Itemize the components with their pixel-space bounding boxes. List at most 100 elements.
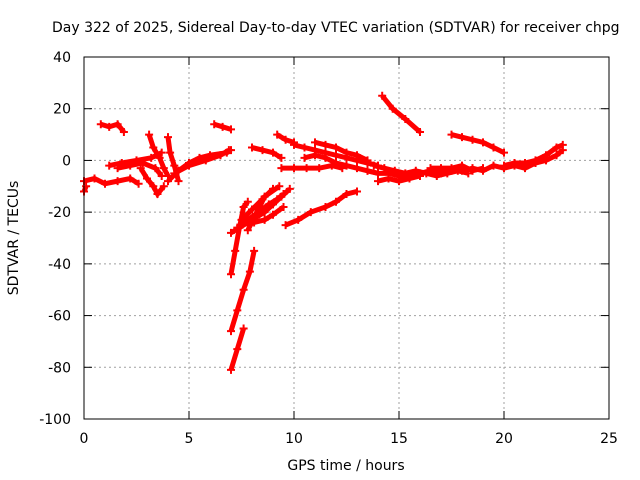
- data-point: [306, 208, 315, 217]
- series-arc-11: [210, 120, 235, 134]
- series-arc-06: [136, 164, 168, 199]
- data-point: [101, 179, 109, 188]
- series-trace: [253, 204, 285, 225]
- chart-title: Day 322 of 2025, Sidereal Day-to-day VTE…: [52, 20, 620, 36]
- data-point: [105, 161, 114, 170]
- series-arc-02: [80, 182, 91, 196]
- series-arc-34: [521, 146, 567, 170]
- data-point: [90, 174, 99, 183]
- data-point: [479, 164, 487, 173]
- data-point: [277, 153, 286, 162]
- series-arc-14: [227, 324, 248, 374]
- data-point: [281, 135, 290, 144]
- data-point: [300, 143, 309, 152]
- data-point: [126, 174, 135, 183]
- data-point: [227, 228, 235, 237]
- data-point: [552, 151, 561, 160]
- series-arc-19: [250, 202, 288, 227]
- data-point: [147, 153, 156, 162]
- data-point: [558, 146, 567, 155]
- plot-frame: [83, 56, 610, 420]
- data-point: [264, 200, 273, 209]
- data-point: [277, 164, 286, 173]
- data-point: [210, 120, 219, 129]
- axis-ticks: [83, 56, 610, 420]
- data-point: [149, 143, 158, 152]
- data-point: [279, 202, 288, 211]
- data-point: [224, 146, 233, 155]
- data-point: [390, 166, 399, 175]
- data-point: [119, 127, 128, 136]
- data-point: [302, 164, 311, 173]
- series-arc-20: [248, 143, 286, 162]
- series-arc-05: [113, 159, 166, 180]
- data-point: [243, 226, 252, 235]
- data-point: [447, 130, 456, 139]
- y-tick-label: 0: [62, 153, 71, 169]
- data-point: [401, 169, 410, 178]
- series-arc-15: [227, 246, 259, 336]
- series-trace: [380, 94, 422, 134]
- data-point: [126, 161, 135, 170]
- series-trace: [100, 121, 126, 134]
- data-point: [384, 174, 393, 183]
- data-point: [332, 197, 340, 206]
- data-point: [353, 151, 361, 160]
- data-point: [153, 190, 162, 199]
- data-point: [170, 161, 179, 170]
- series-trace: [245, 184, 281, 232]
- data-point: [321, 140, 330, 149]
- x-tick-label: 0: [80, 431, 89, 447]
- y-tick-label: -80: [48, 360, 71, 376]
- data-point: [227, 327, 235, 336]
- data-point: [458, 161, 466, 170]
- data-point: [468, 166, 477, 175]
- data-point: [143, 174, 151, 183]
- data-point: [300, 153, 309, 162]
- data-point: [521, 161, 529, 170]
- data-point: [227, 270, 235, 279]
- data-point: [201, 156, 210, 165]
- data-point: [290, 140, 298, 149]
- data-point: [388, 104, 397, 113]
- data-point: [422, 169, 431, 178]
- data-point: [134, 179, 143, 188]
- data-point: [269, 210, 277, 219]
- data-point: [254, 205, 263, 214]
- y-axis-label: SDTVAR / TECUs: [6, 181, 22, 296]
- data-point: [231, 246, 240, 255]
- data-point: [489, 161, 498, 170]
- data-point: [151, 164, 160, 173]
- data-point: [294, 215, 303, 224]
- data-point: [369, 161, 378, 170]
- series-arc-32: [447, 130, 508, 157]
- series-arc-30: [378, 91, 424, 136]
- data-point: [164, 133, 172, 142]
- data-point: [174, 177, 183, 186]
- data-point: [260, 192, 269, 201]
- data-point: [416, 127, 424, 136]
- data-point: [363, 166, 372, 175]
- x-tick-label: 15: [390, 431, 408, 447]
- y-tick-label: -20: [48, 205, 71, 221]
- data-point: [237, 215, 246, 224]
- y-tick-label: 40: [53, 50, 71, 66]
- data-point: [321, 202, 330, 211]
- data-point: [250, 218, 259, 227]
- data-point: [458, 133, 466, 142]
- y-tick-label: -60: [48, 309, 71, 325]
- data-point: [96, 120, 105, 129]
- data-point: [443, 169, 452, 178]
- data-point: [82, 182, 91, 191]
- data-point: [489, 143, 498, 152]
- data-point: [426, 164, 435, 173]
- data-point: [239, 202, 248, 211]
- data-point: [233, 306, 242, 315]
- x-tick-label: 20: [495, 431, 513, 447]
- data-point: [321, 153, 330, 162]
- data-point: [138, 159, 147, 168]
- data-point: [281, 221, 290, 230]
- data-point: [113, 164, 122, 173]
- data-point: [374, 169, 382, 178]
